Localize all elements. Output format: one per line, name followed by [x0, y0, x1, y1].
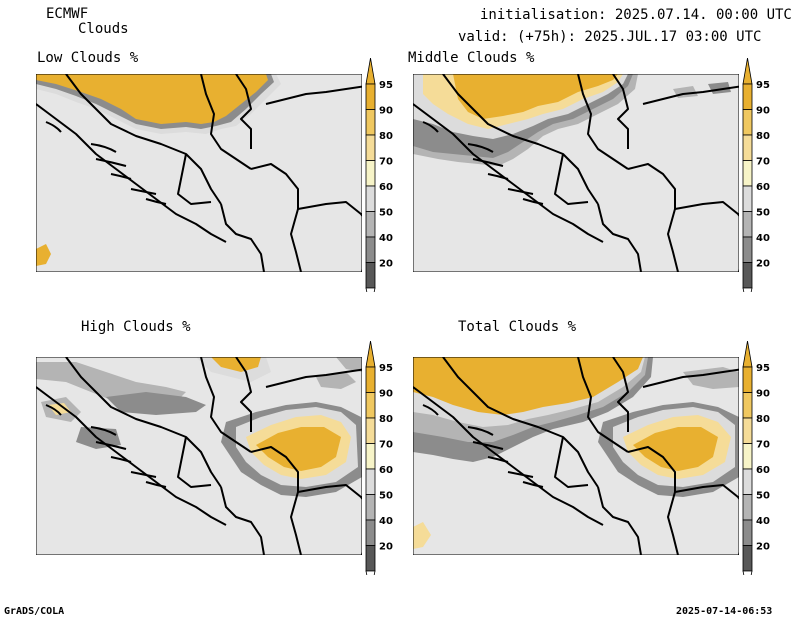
colorbar-label: 90 [756, 106, 770, 117]
colorbar-label: 80 [379, 414, 393, 425]
panel-title-low: Low Clouds % [37, 50, 139, 66]
colorbar-swatch [742, 366, 753, 393]
footer-timestamp: 2025-07-14-06:53 [676, 606, 773, 617]
map-high-clouds [36, 357, 362, 555]
colorbar-swatch [365, 417, 376, 444]
colorbar-label: 40 [756, 516, 770, 527]
colorbar-swatch [365, 366, 376, 393]
colorbar-swatch [742, 236, 753, 263]
colorbar-label: 50 [379, 208, 393, 219]
map-total-clouds [413, 357, 739, 555]
panel-title-high: High Clouds % [81, 319, 191, 335]
model-name: ECMWF [46, 6, 89, 22]
colorbar-swatch [742, 443, 753, 470]
colorbar-top-arrow [742, 58, 753, 85]
colorbar-label: 70 [379, 157, 393, 168]
colorbar-label: 50 [379, 491, 393, 502]
colorbar-middle: 95 90 80 70 60 50 40 20 [742, 58, 770, 292]
colorbar-label: 50 [756, 491, 770, 502]
colorbar-swatch [365, 211, 376, 238]
map-middle-clouds [413, 74, 739, 272]
colorbar-label: 95 [756, 363, 770, 374]
colorbar-swatch [742, 519, 753, 546]
colorbar-label: 70 [756, 157, 770, 168]
colorbar-swatch [365, 519, 376, 546]
colorbar-label: 95 [379, 363, 393, 374]
colorbar-swatch [365, 109, 376, 136]
colorbar-swatch [365, 262, 376, 289]
colorbar-swatch [742, 417, 753, 444]
colorbar-label: 70 [756, 440, 770, 451]
colorbar-label: 60 [379, 182, 393, 193]
colorbar-label: 40 [756, 233, 770, 244]
colorbar-label: 20 [379, 259, 393, 270]
colorbar-swatch [365, 134, 376, 161]
panel-title-middle: Middle Clouds % [408, 50, 535, 66]
colorbar-swatch [365, 236, 376, 263]
colorbar-low: 95 90 80 70 60 50 40 20 [365, 58, 393, 292]
colorbar-swatch [742, 262, 753, 289]
colorbar-swatch [365, 494, 376, 521]
colorbar-label: 40 [379, 516, 393, 527]
colorbar-label: 60 [379, 465, 393, 476]
valid-time: valid: (+75h): 2025.JUL.17 03:00 UTC [458, 29, 762, 45]
colorbar-swatch [365, 160, 376, 187]
colorbar-bottom-arrow [742, 287, 753, 292]
colorbar-label: 60 [756, 465, 770, 476]
colorbar-swatch [365, 392, 376, 419]
colorbar-label: 70 [379, 440, 393, 451]
colorbar-swatch [365, 545, 376, 572]
colorbar-swatch [365, 83, 376, 110]
colorbar-label: 40 [379, 233, 393, 244]
colorbar-bottom-arrow [742, 570, 753, 575]
colorbar-label: 50 [756, 208, 770, 219]
colorbar-label: 90 [379, 389, 393, 400]
colorbar-total: 95 90 80 70 60 50 40 20 [742, 341, 770, 575]
colorbar-label: 95 [379, 80, 393, 91]
colorbar-label: 20 [756, 259, 770, 270]
colorbar-top-arrow [742, 341, 753, 368]
colorbar-label: 80 [756, 131, 770, 142]
colorbar-label: 80 [756, 414, 770, 425]
colorbar-swatch [742, 545, 753, 572]
colorbar-swatch [742, 83, 753, 110]
footer-credit: GrADS/COLA [4, 606, 65, 617]
colorbar-high: 95 90 80 70 60 50 40 20 [365, 341, 393, 575]
colorbar-label: 90 [379, 106, 393, 117]
colorbar-bottom-arrow [365, 570, 376, 575]
colorbar-swatch [742, 468, 753, 495]
colorbar-top-arrow [365, 341, 376, 368]
colorbar-label: 90 [756, 389, 770, 400]
panel-title-total: Total Clouds % [458, 319, 577, 335]
colorbar-label: 80 [379, 131, 393, 142]
colorbar-swatch [365, 443, 376, 470]
colorbar-swatch [742, 185, 753, 212]
colorbar-top-arrow [365, 58, 376, 85]
colorbar-swatch [742, 211, 753, 238]
colorbar-swatch [365, 185, 376, 212]
colorbar-swatch [742, 392, 753, 419]
colorbar-bottom-arrow [365, 287, 376, 292]
colorbar-swatch [742, 494, 753, 521]
colorbar-swatch [742, 134, 753, 161]
product-name: Clouds [78, 21, 129, 37]
colorbar-label: 60 [756, 182, 770, 193]
colorbar-label: 95 [756, 80, 770, 91]
map-low-clouds [36, 74, 362, 272]
colorbar-label: 20 [756, 542, 770, 553]
colorbar-swatch [365, 468, 376, 495]
colorbar-swatch [742, 160, 753, 187]
colorbar-label: 20 [379, 542, 393, 553]
initialisation-time: initialisation: 2025.07.14. 00:00 UTC [480, 7, 792, 23]
colorbar-swatch [742, 109, 753, 136]
